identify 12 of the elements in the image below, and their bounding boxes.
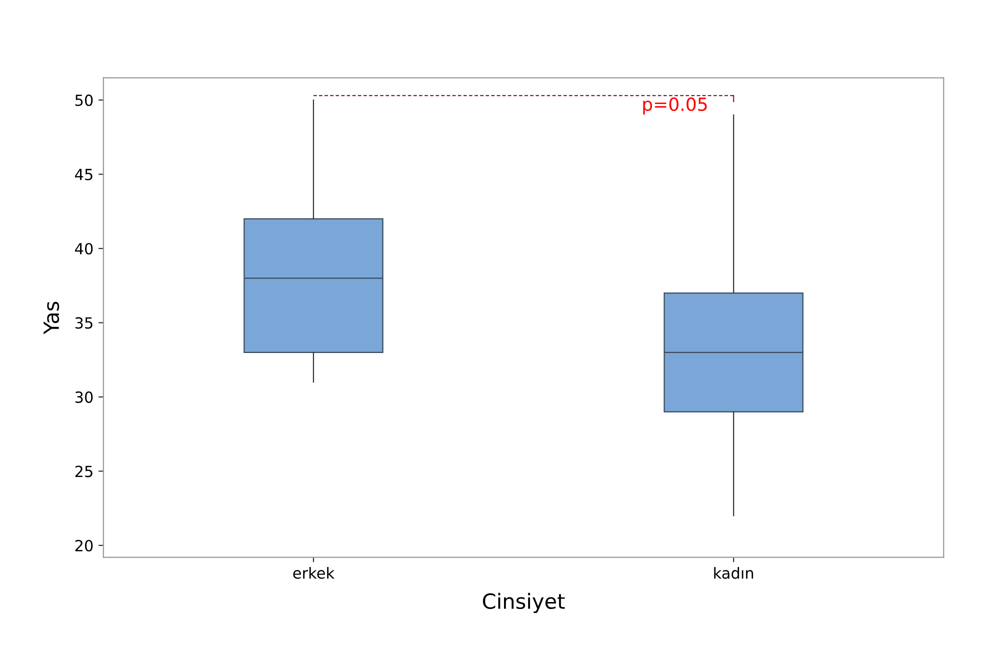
y-tick-label: 45 bbox=[75, 168, 92, 180]
x-axis-title: Cinsiyet bbox=[482, 592, 565, 614]
y-tick-label: 30 bbox=[75, 391, 93, 403]
y-axis-title: Yas bbox=[44, 302, 60, 334]
y-tick-label: 35 bbox=[75, 317, 92, 329]
y-tick-label: 40 bbox=[75, 242, 93, 255]
y-tick-label: 20 bbox=[75, 540, 93, 552]
y-tick-label: 25 bbox=[75, 466, 92, 478]
x-tick-label: erkek bbox=[293, 567, 335, 579]
x-tick-label: kadın bbox=[714, 567, 754, 579]
y-tick-label: 50 bbox=[75, 94, 93, 106]
annotation: p=0.05 bbox=[643, 97, 707, 115]
